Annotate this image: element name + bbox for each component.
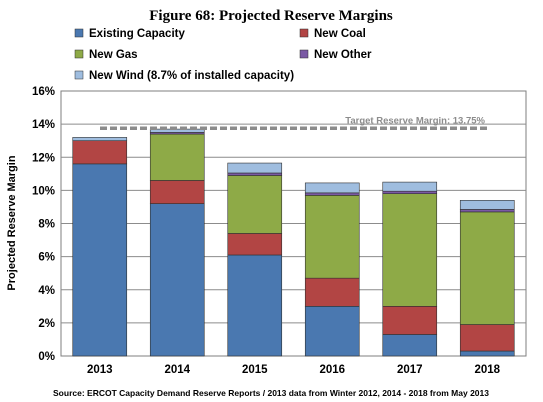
bar-segment bbox=[227, 162, 283, 174]
bar-segment bbox=[149, 203, 205, 357]
reference-line-group: Target Reserve Margin: 13.75% bbox=[100, 115, 487, 131]
bar-segment bbox=[382, 306, 438, 335]
legend-label: New Other bbox=[314, 49, 372, 61]
bar-segment bbox=[304, 195, 360, 279]
target-reserve-label: Target Reserve Margin: 13.75% bbox=[345, 115, 485, 126]
bar-segment bbox=[149, 180, 205, 204]
legend-swatch bbox=[74, 49, 84, 59]
x-tick-label: 2017 bbox=[397, 364, 423, 376]
bar-segment bbox=[382, 193, 438, 307]
x-tick-label: 2016 bbox=[319, 364, 345, 376]
chart-title: Figure 68: Projected Reserve Margins bbox=[149, 8, 393, 24]
bar-segment bbox=[459, 211, 515, 325]
y-tick-label: 8% bbox=[38, 219, 55, 231]
bar-segment bbox=[382, 190, 438, 194]
bar-segment bbox=[304, 182, 360, 194]
x-tick-label: 2013 bbox=[87, 364, 113, 376]
bar-segment bbox=[459, 209, 515, 213]
bar-segment bbox=[304, 192, 360, 196]
bars bbox=[72, 128, 515, 357]
bar-segment bbox=[382, 334, 438, 357]
legend-label: Existing Capacity bbox=[89, 28, 185, 40]
legend-swatch bbox=[74, 28, 84, 38]
bar-segment bbox=[227, 254, 283, 357]
bar-segment bbox=[149, 133, 205, 181]
y-tick-label: 10% bbox=[32, 185, 55, 197]
y-tick-label: 2% bbox=[38, 318, 55, 330]
bar-segment bbox=[304, 306, 360, 357]
x-tick-label: 2015 bbox=[242, 364, 268, 376]
y-tick-label: 0% bbox=[38, 351, 55, 363]
bar-segment bbox=[227, 233, 283, 256]
bar-segment bbox=[227, 172, 283, 176]
legend-label: New Gas bbox=[89, 49, 138, 61]
x-tick-labels: 2013 2014 2015 2016 2017 2018 bbox=[87, 364, 501, 376]
bar-segment bbox=[459, 324, 515, 352]
legend-swatch bbox=[74, 70, 84, 80]
bar-segment bbox=[459, 200, 515, 210]
bar-segment bbox=[304, 277, 360, 307]
bar-segment bbox=[72, 137, 128, 141]
y-tick-label: 16% bbox=[32, 86, 55, 98]
legend-swatch bbox=[299, 49, 309, 59]
legend-label: New Wind (8.7% of installed capacity) bbox=[89, 70, 294, 82]
y-tick-label: 14% bbox=[32, 119, 55, 131]
legend-label: New Coal bbox=[314, 28, 366, 40]
y-tick-label: 12% bbox=[32, 152, 55, 164]
y-axis-label: Projected Reserve Margin bbox=[6, 155, 18, 290]
y-tick-labels: 0% 2% 4% 6% 8% 10% 12% 14% 16% bbox=[32, 86, 55, 363]
y-tick-label: 4% bbox=[38, 285, 55, 297]
gridlines bbox=[61, 123, 526, 324]
bar-segment bbox=[72, 163, 128, 357]
bar-segment bbox=[149, 128, 205, 133]
legend-swatch bbox=[299, 28, 309, 38]
x-tick-label: 2014 bbox=[164, 364, 190, 376]
legend: Existing Capacity New Coal New Gas New Othe… bbox=[74, 28, 372, 82]
y-tick-label: 6% bbox=[38, 252, 55, 264]
bar-segment bbox=[459, 350, 515, 357]
bar-segment bbox=[72, 140, 128, 165]
bar-segment bbox=[382, 181, 438, 192]
bar-segment bbox=[227, 175, 283, 234]
source-note: Source: ERCOT Capacity Demand Reserve Re… bbox=[53, 388, 489, 398]
x-tick-label: 2018 bbox=[474, 364, 500, 376]
